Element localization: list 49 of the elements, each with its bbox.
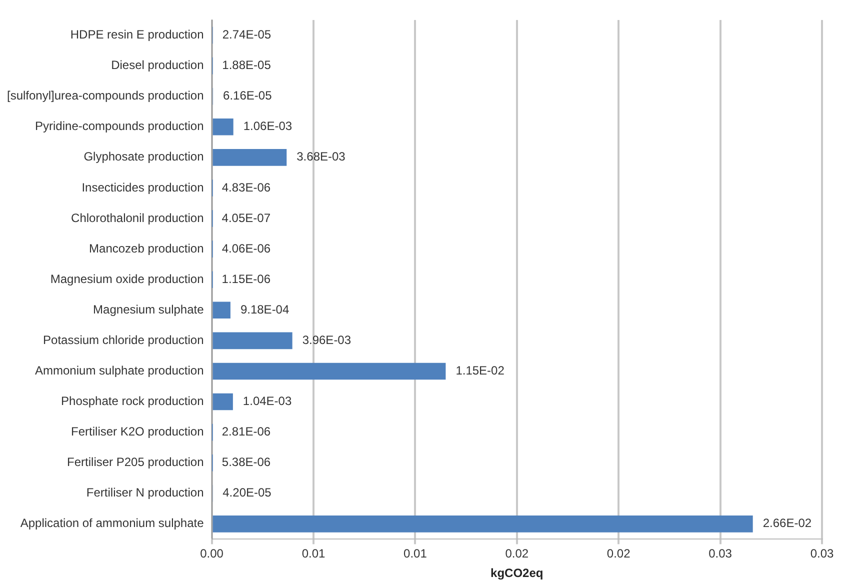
x-tick-label: 0.01 — [404, 546, 428, 561]
bar — [212, 393, 233, 410]
x-tick-label: 0.00 — [200, 546, 224, 561]
data-label: 6.16E-05 — [223, 88, 272, 103]
y-tick-label: Application of ammonium sulphate — [20, 516, 204, 530]
y-tick-label: HDPE resin E production — [70, 28, 204, 42]
data-label: 4.20E-05 — [222, 486, 272, 500]
bar — [212, 332, 292, 350]
y-tick-label: Potassium chloride production — [43, 332, 204, 347]
data-label: 2.66E-02 — [762, 516, 812, 530]
y-tick-label: Fertiliser K2O production — [71, 424, 204, 439]
data-label: 4.05E-07 — [222, 210, 271, 225]
x-tick-label: 0.02 — [606, 546, 631, 561]
x-tick-label: 0.03 — [810, 546, 834, 561]
y-tick-label: Glyphosate production — [84, 150, 204, 164]
data-label: 1.88E-05 — [222, 58, 272, 72]
y-tick-label: Ammonium sulphate production — [35, 364, 204, 378]
y-tick-label: Fertiliser N production — [86, 486, 204, 500]
x-tick-label: 0.01 — [302, 546, 326, 561]
data-label: 4.06E-06 — [222, 241, 271, 256]
y-tick-label: Fertiliser P205 production — [67, 455, 204, 470]
x-tick-label: 0.03 — [708, 546, 732, 561]
y-tick-label: Chlorothalonil production — [71, 210, 204, 225]
y-tick-label: Phosphate rock production — [61, 394, 204, 408]
data-label: 1.15E-02 — [456, 364, 505, 378]
bar — [212, 302, 230, 319]
data-label: 4.83E-06 — [222, 180, 271, 194]
x-axis-title: kgCO2eq — [490, 566, 544, 580]
x-tick-label: 0.02 — [505, 546, 529, 561]
y-tick-label: Magnesium sulphate — [93, 302, 204, 316]
data-label: 3.68E-03 — [296, 150, 346, 164]
data-label: 5.38E-06 — [222, 455, 271, 470]
y-tick-label: [sulfonyl]urea-compounds production — [7, 88, 204, 103]
bar — [212, 149, 287, 166]
y-tick-label: Insecticides production — [82, 180, 204, 194]
data-label: 1.15E-06 — [222, 272, 271, 286]
bar — [212, 362, 446, 380]
data-label: 1.06E-03 — [243, 119, 292, 134]
data-label: 2.74E-05 — [222, 28, 272, 42]
data-label: 1.04E-03 — [242, 394, 292, 408]
bar — [212, 516, 753, 532]
bar — [212, 118, 234, 136]
data-label: 3.96E-03 — [302, 332, 352, 347]
y-tick-label: Diesel production — [111, 58, 204, 72]
y-tick-label: Magnesium oxide production — [50, 272, 204, 286]
y-tick-label: Mancozeb production — [89, 241, 204, 256]
data-label: 2.81E-06 — [222, 424, 271, 439]
data-label: 9.18E-04 — [240, 302, 290, 316]
y-tick-label: Pyridine-compounds production — [35, 119, 204, 134]
